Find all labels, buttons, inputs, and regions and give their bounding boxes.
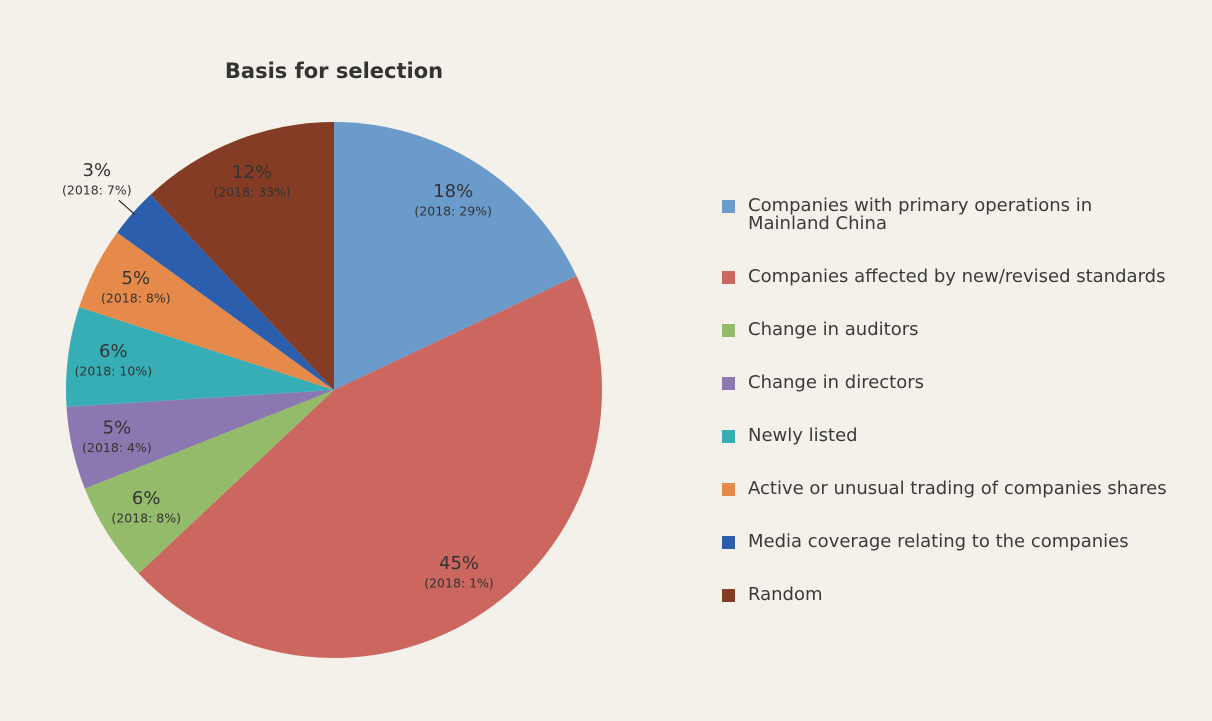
data-label: 6% [99,341,128,362]
chart-title: Basis for selection [225,59,443,83]
legend-swatch [722,589,735,602]
legend-label: Companies affected by new/revised standa… [748,266,1166,287]
legend-label: Newly listed [748,425,858,446]
legend-swatch [722,324,735,337]
legend-swatch [722,377,735,390]
secondary-label: (2018: 1%) [424,575,494,590]
legend-swatch [722,200,735,213]
legend-swatch [722,430,735,443]
data-label: 5% [122,268,151,289]
data-label: 5% [103,418,132,439]
pie-slice [79,232,334,390]
legend-item: Newly listed [722,427,1167,445]
legend-item: Companies with primary operations in Mai… [722,197,1167,233]
secondary-label: (2018: 8%) [111,511,181,526]
legend: Companies with primary operations in Mai… [722,197,1167,639]
legend-label: Media coverage relating to the companies [748,531,1129,552]
legend-item: Media coverage relating to the companies [722,533,1167,551]
legend-item: Active or unusual trading of companies s… [722,480,1167,498]
legend-swatch [722,271,735,284]
secondary-label: (2018: 33%) [213,185,291,200]
leader-line [118,199,136,215]
secondary-label: (2018: 29%) [414,204,492,219]
data-label: 12% [232,162,272,183]
legend-swatch [722,483,735,496]
pie-slice [66,390,334,489]
legend-label: Active or unusual trading of companies s… [748,478,1167,499]
pie-slice [117,194,335,390]
secondary-label: (2018: 8%) [101,291,171,306]
secondary-label: (2018: 10%) [75,364,153,379]
legend-item: Companies affected by new/revised standa… [722,268,1167,286]
pie-slice [138,275,602,658]
data-label: 45% [439,553,479,574]
pie-slice [84,390,334,574]
legend-item: Random [722,586,1167,604]
legend-item: Change in directors [722,374,1167,392]
pie-slice [66,307,335,407]
legend-label: Companies with primary operations in Mai… [748,195,1093,234]
secondary-label: (2018: 7%) [62,182,132,197]
data-label: 3% [83,160,112,181]
legend-swatch [722,536,735,549]
data-label: 18% [433,181,473,202]
data-label: 6% [132,488,161,509]
legend-label: Change in directors [748,372,925,393]
legend-item: Change in auditors [722,321,1167,339]
pie-slice [150,122,334,390]
legend-label: Random [748,584,823,605]
pie-slice [334,122,577,390]
legend-label: Change in auditors [748,319,919,340]
secondary-label: (2018: 4%) [82,440,152,455]
